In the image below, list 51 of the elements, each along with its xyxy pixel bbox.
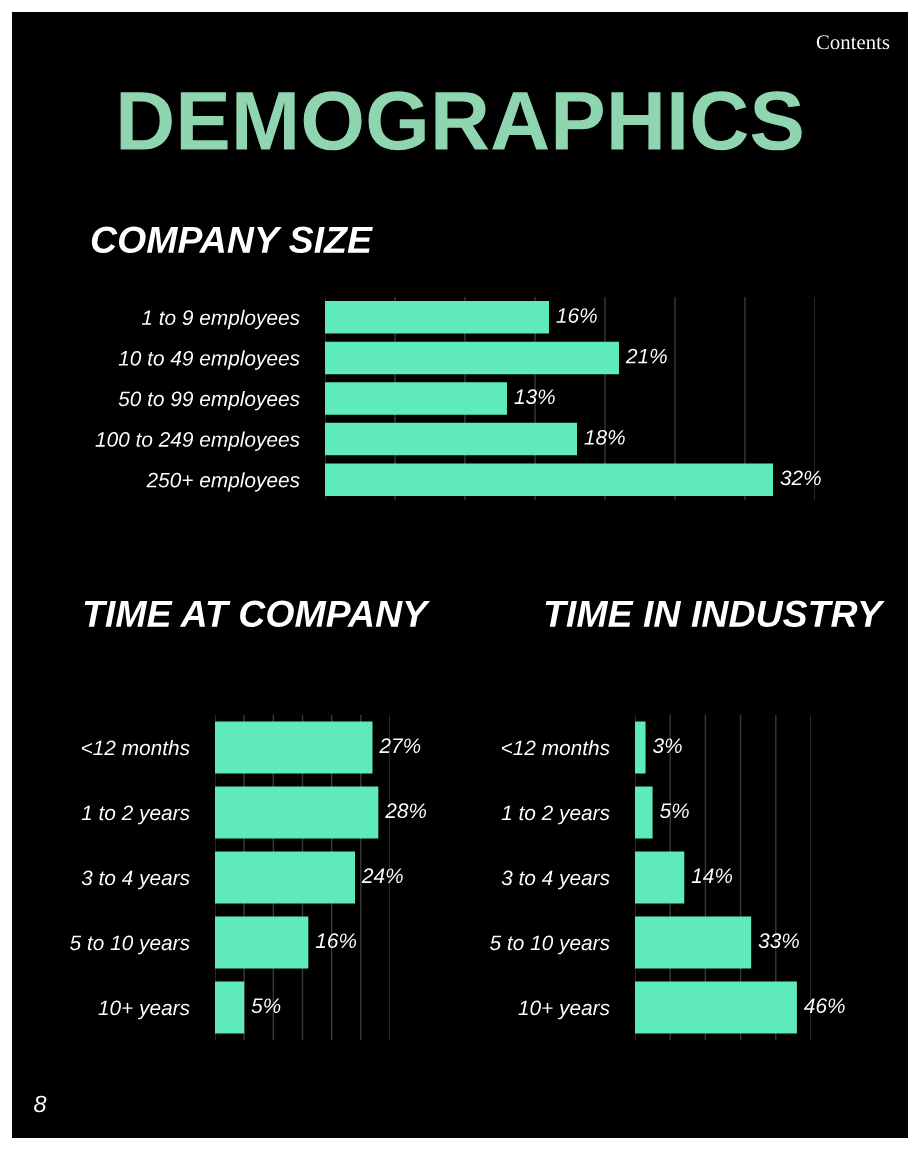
bar	[325, 301, 549, 334]
data-label: 16%	[315, 933, 357, 949]
bar	[215, 916, 309, 969]
data-label: 5%	[251, 998, 281, 1014]
bar	[325, 422, 577, 456]
data-label: 21%	[625, 348, 667, 364]
y-tick-label: 5 to 10 years	[490, 935, 610, 955]
y-tick-label: 1 to 2 years	[501, 805, 610, 825]
bar	[215, 981, 245, 1034]
data-label: 24%	[361, 868, 403, 884]
y-tick-label: 1 to 9 employees	[141, 309, 300, 330]
bar	[635, 981, 797, 1034]
y-tick-label: 3 to 4 years	[501, 870, 610, 890]
text: Contents	[816, 35, 890, 50]
data-label: 5%	[660, 803, 689, 819]
y-tick-label: 3 to 4 years	[81, 870, 190, 890]
bar	[215, 721, 373, 774]
y-tick-label: 1 to 2 years	[81, 805, 190, 825]
bar	[325, 341, 619, 375]
y-tick-label: 10 to 49 employees	[118, 350, 300, 370]
bar	[325, 382, 507, 415]
y-tick-label: 50 to 99 employees	[118, 390, 300, 411]
data-label: 14%	[691, 868, 733, 884]
data-label: 33%	[758, 933, 799, 949]
bar	[635, 786, 653, 839]
text: DEMOGRAPHICS	[120, 91, 802, 151]
data-label: 3%	[652, 738, 682, 754]
y-tick-label: 10+ years	[98, 1000, 190, 1020]
data-label: 18%	[584, 429, 625, 445]
data-label: 27%	[379, 738, 421, 754]
y-tick-label: 250+ employees	[146, 472, 300, 492]
chart-title: COMPANY SIZE	[91, 226, 373, 254]
text: 8	[34, 1095, 47, 1113]
chart-title: TIME AT COMPANY	[84, 600, 430, 628]
y-tick-label: 100 to 249 employees	[95, 431, 300, 451]
bar	[215, 851, 355, 904]
data-label: 32%	[780, 470, 821, 486]
bar	[635, 851, 685, 904]
chart-title: TIME IN INDUSTRY	[545, 600, 885, 628]
data-label: 46%	[804, 998, 845, 1014]
y-tick-label: 5 to 10 years	[70, 935, 190, 955]
data-label: 13%	[514, 389, 555, 405]
y-tick-label: <12 months	[81, 739, 190, 756]
bar	[635, 721, 646, 774]
bar	[325, 463, 773, 496]
y-tick-label: 10+ years	[518, 1000, 610, 1020]
bar	[215, 786, 379, 839]
y-tick-label: <12 months	[501, 739, 610, 756]
data-label: 28%	[385, 803, 427, 819]
bar	[635, 916, 752, 969]
data-label: 16%	[556, 308, 597, 323]
